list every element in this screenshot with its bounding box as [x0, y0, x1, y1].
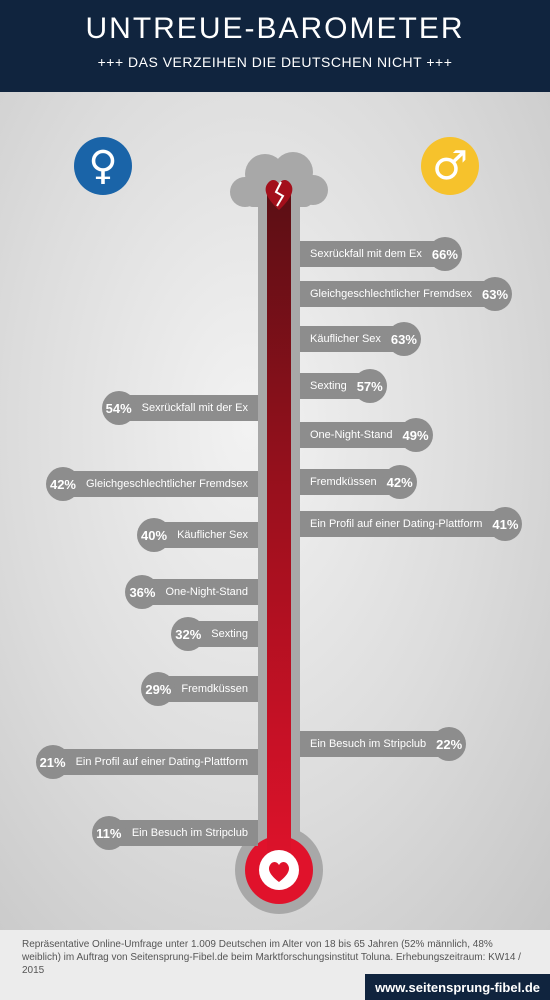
male-item-label: Gleichgeschlechtlicher Fremdsex [310, 288, 473, 300]
male-item: Ein Besuch im Stripclub 22% [300, 727, 467, 761]
footer: Repräsentative Online-Umfrage unter 1.00… [0, 930, 550, 1000]
male-item-label: Sexrückfall mit dem Ex [310, 248, 422, 260]
female-item-label: Ein Profil auf einer Dating-Plattform [75, 756, 248, 768]
female-item-label: Sexrückfall mit der Ex [141, 402, 248, 414]
male-item-value: 66% [427, 237, 462, 271]
female-item-value: 54% [101, 391, 136, 425]
male-item-value: 49% [398, 418, 433, 452]
male-item-label: Ein Besuch im Stripclub [310, 738, 427, 750]
male-item-value: 22% [432, 727, 467, 761]
female-item-label: Sexting [211, 628, 248, 640]
footnote: Repräsentative Online-Umfrage unter 1.00… [22, 939, 521, 976]
female-item: 11% Ein Besuch im Stripclub [91, 816, 258, 850]
broken-heart-icon [265, 180, 293, 210]
male-item-value: 42% [382, 465, 417, 499]
male-item: One-Night-Stand 49% [300, 418, 433, 452]
female-item-label: Fremdküssen [181, 683, 248, 695]
thermometer [230, 152, 328, 914]
male-item: Sexrückfall mit dem Ex 66% [300, 237, 462, 271]
female-item-label: Ein Besuch im Stripclub [131, 827, 248, 839]
female-item: 29% Fremdküssen [141, 672, 258, 706]
male-item-value: 63% [386, 322, 421, 356]
female-item-value: 21% [35, 745, 70, 779]
male-item-value: 57% [352, 369, 387, 403]
female-item-value: 29% [141, 672, 176, 706]
female-item: 54% Sexrückfall mit der Ex [101, 391, 258, 425]
heart-icon [269, 862, 289, 882]
male-item-value: 63% [478, 277, 513, 311]
female-item: 21% Ein Profil auf einer Dating-Plattform [35, 745, 258, 779]
male-item-label: One-Night-Stand [310, 429, 393, 441]
female-item-label: Gleichgeschlechtlicher Fremdsex [85, 478, 248, 490]
website-link[interactable]: www.seitensprung-fibel.de [365, 974, 550, 1000]
male-item: Gleichgeschlechtlicher Fremdsex 63% [300, 277, 513, 311]
female-item-value: 36% [125, 575, 160, 609]
female-item: 40% Käuflicher Sex [137, 518, 258, 552]
page-subtitle: +++ DAS VERZEIHEN DIE DEUTSCHEN NICHT ++… [97, 54, 453, 70]
male-item-value: 41% [488, 507, 523, 541]
male-item: Sexting 57% [300, 369, 387, 403]
female-item-value: 32% [171, 617, 206, 651]
female-symbol-icon: ♀ [74, 137, 132, 195]
chart-area: ♀ ♂ Sexrückfall mit dem Ex 66% Gleichgesch… [0, 92, 550, 930]
male-item: Käuflicher Sex 63% [300, 322, 421, 356]
female-item: 42% Gleichgeschlechtlicher Fremdsex [45, 467, 258, 501]
male-item: Ein Profil auf einer Dating-Plattform 41% [300, 507, 523, 541]
female-item-value: 40% [137, 518, 172, 552]
male-item: Fremdküssen 42% [300, 465, 417, 499]
header: UNTREUE-BAROMETER +++ DAS VERZEIHEN DIE … [0, 0, 550, 92]
female-item-label: Käuflicher Sex [177, 529, 248, 541]
female-item-value: 11% [91, 816, 126, 850]
male-item-label: Sexting [310, 380, 347, 392]
male-item-label: Käuflicher Sex [310, 333, 381, 345]
female-item: 32% Sexting [171, 617, 258, 651]
page-title: UNTREUE-BAROMETER [85, 12, 465, 45]
female-item-label: One-Night-Stand [165, 586, 248, 598]
female-item: 36% One-Night-Stand [125, 575, 258, 609]
male-item-label: Fremdküssen [310, 476, 377, 488]
male-symbol-icon: ♂ [421, 137, 479, 195]
male-item-label: Ein Profil auf einer Dating-Plattform [310, 518, 483, 530]
female-item-value: 42% [45, 467, 80, 501]
mercury-column [267, 186, 291, 876]
